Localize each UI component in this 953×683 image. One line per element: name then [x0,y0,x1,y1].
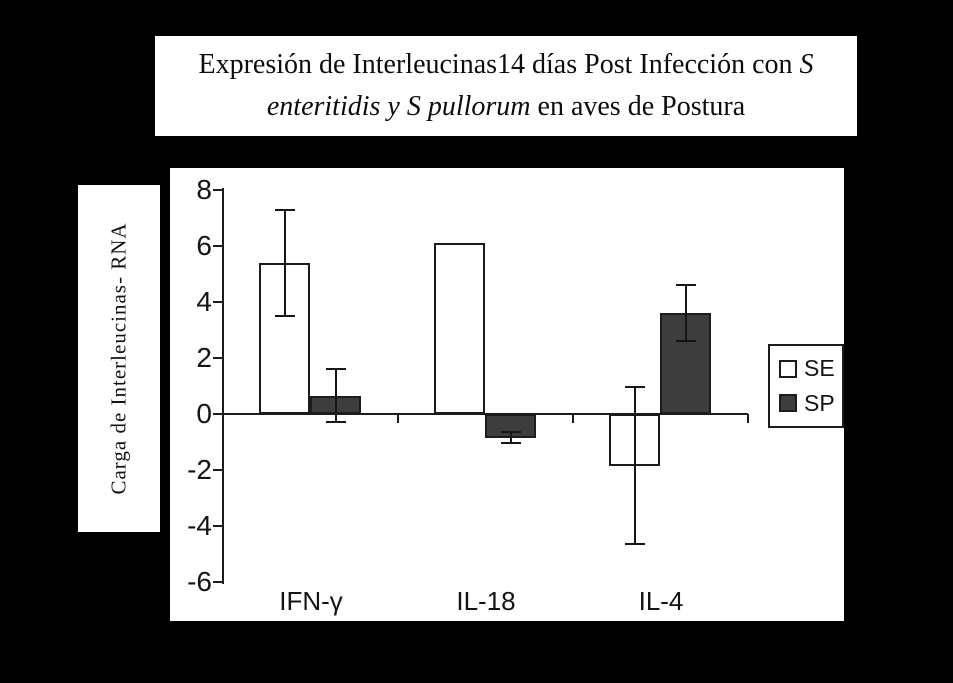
y-axis-tick [213,301,222,303]
y-axis-tick-label: 6 [196,230,212,261]
y-axis-tick [213,581,222,583]
bar-SE-IFN-γ [259,262,310,414]
error-bar-cap-bottom [326,421,346,424]
error-bar-SE-IFN-γ [284,209,286,316]
legend-entry-SE: SE [779,357,842,380]
chart-plot-area: 8 6 4 2 0 -2 -4 -6 IFN-γ IL-18 IL-4 SE SP [170,168,844,621]
x-axis-tick [572,414,574,423]
error-bar-SP-IL-4 [685,285,687,342]
title-segment: Expresión de Interleucinas14 días Post I… [198,49,800,80]
legend-swatch-SP [779,394,797,413]
x-axis-tick [397,414,399,423]
legend-entry-SP: SP [779,389,842,416]
legend-swatch-SE [779,359,797,378]
y-axis-tick-label: 4 [196,286,212,317]
error-bar-cap-top [676,284,696,287]
chart-legend: SE SP [768,344,844,428]
error-bar-SP-IFN-γ [335,369,337,423]
error-bar-cap-bottom [275,315,295,317]
y-axis-tick-label: -2 [187,454,212,485]
y-axis-tick-label: -4 [187,510,212,541]
y-axis-tick [213,469,222,471]
y-axis-tick-label: 0 [196,398,212,429]
y-axis-tick [213,189,222,191]
error-bar-cap-top [625,386,645,389]
x-axis-category-label: IFN-γ [279,586,343,616]
error-bar-SE-IL-4 [634,387,636,545]
figure-title-line: enteritidis y S pullorum en aves de Post… [155,86,857,128]
error-bar-cap-bottom [676,340,696,343]
x-axis-tick [747,414,749,423]
y-axis-label: Carga de Interleucinas- RNA [106,222,131,495]
y-axis-tick [213,357,222,359]
error-bar-cap-top [501,431,521,434]
x-axis-category-label: IL-18 [456,586,516,616]
figure-title: Expresión de Interleucinas14 días Post I… [155,44,857,128]
error-bar-cap-top [326,368,346,371]
title-italic-segment: S [799,49,814,80]
y-axis-tick [213,525,222,527]
error-bar-cap-top [275,208,295,211]
y-axis-tick-label: 8 [196,174,212,205]
y-axis-tick [213,245,222,247]
y-axis-label-box: Carga de Interleucinas- RNA [78,185,160,532]
error-bar-cap-bottom [625,543,645,546]
title-segment: en aves de Postura [530,91,746,122]
x-axis-category-label: IL-4 [638,586,684,616]
legend-label-SE: SE [804,355,835,382]
error-bar-cap-bottom [501,442,521,445]
figure-title-line: Expresión de Interleucinas14 días Post I… [155,44,857,86]
y-axis-tick [213,413,222,415]
figure-title-box: Expresión de Interleucinas14 días Post I… [155,36,857,136]
y-axis-tick-label: -6 [187,566,212,597]
y-axis-line [222,188,224,584]
legend-label-SP: SP [804,389,835,416]
y-axis-tick-label: 2 [196,342,212,373]
error-bar-SP-IL-18 [510,432,512,444]
title-italic-segment: enteritidis y S pullorum [266,91,531,122]
bar-SE-IL-18 [434,243,485,414]
